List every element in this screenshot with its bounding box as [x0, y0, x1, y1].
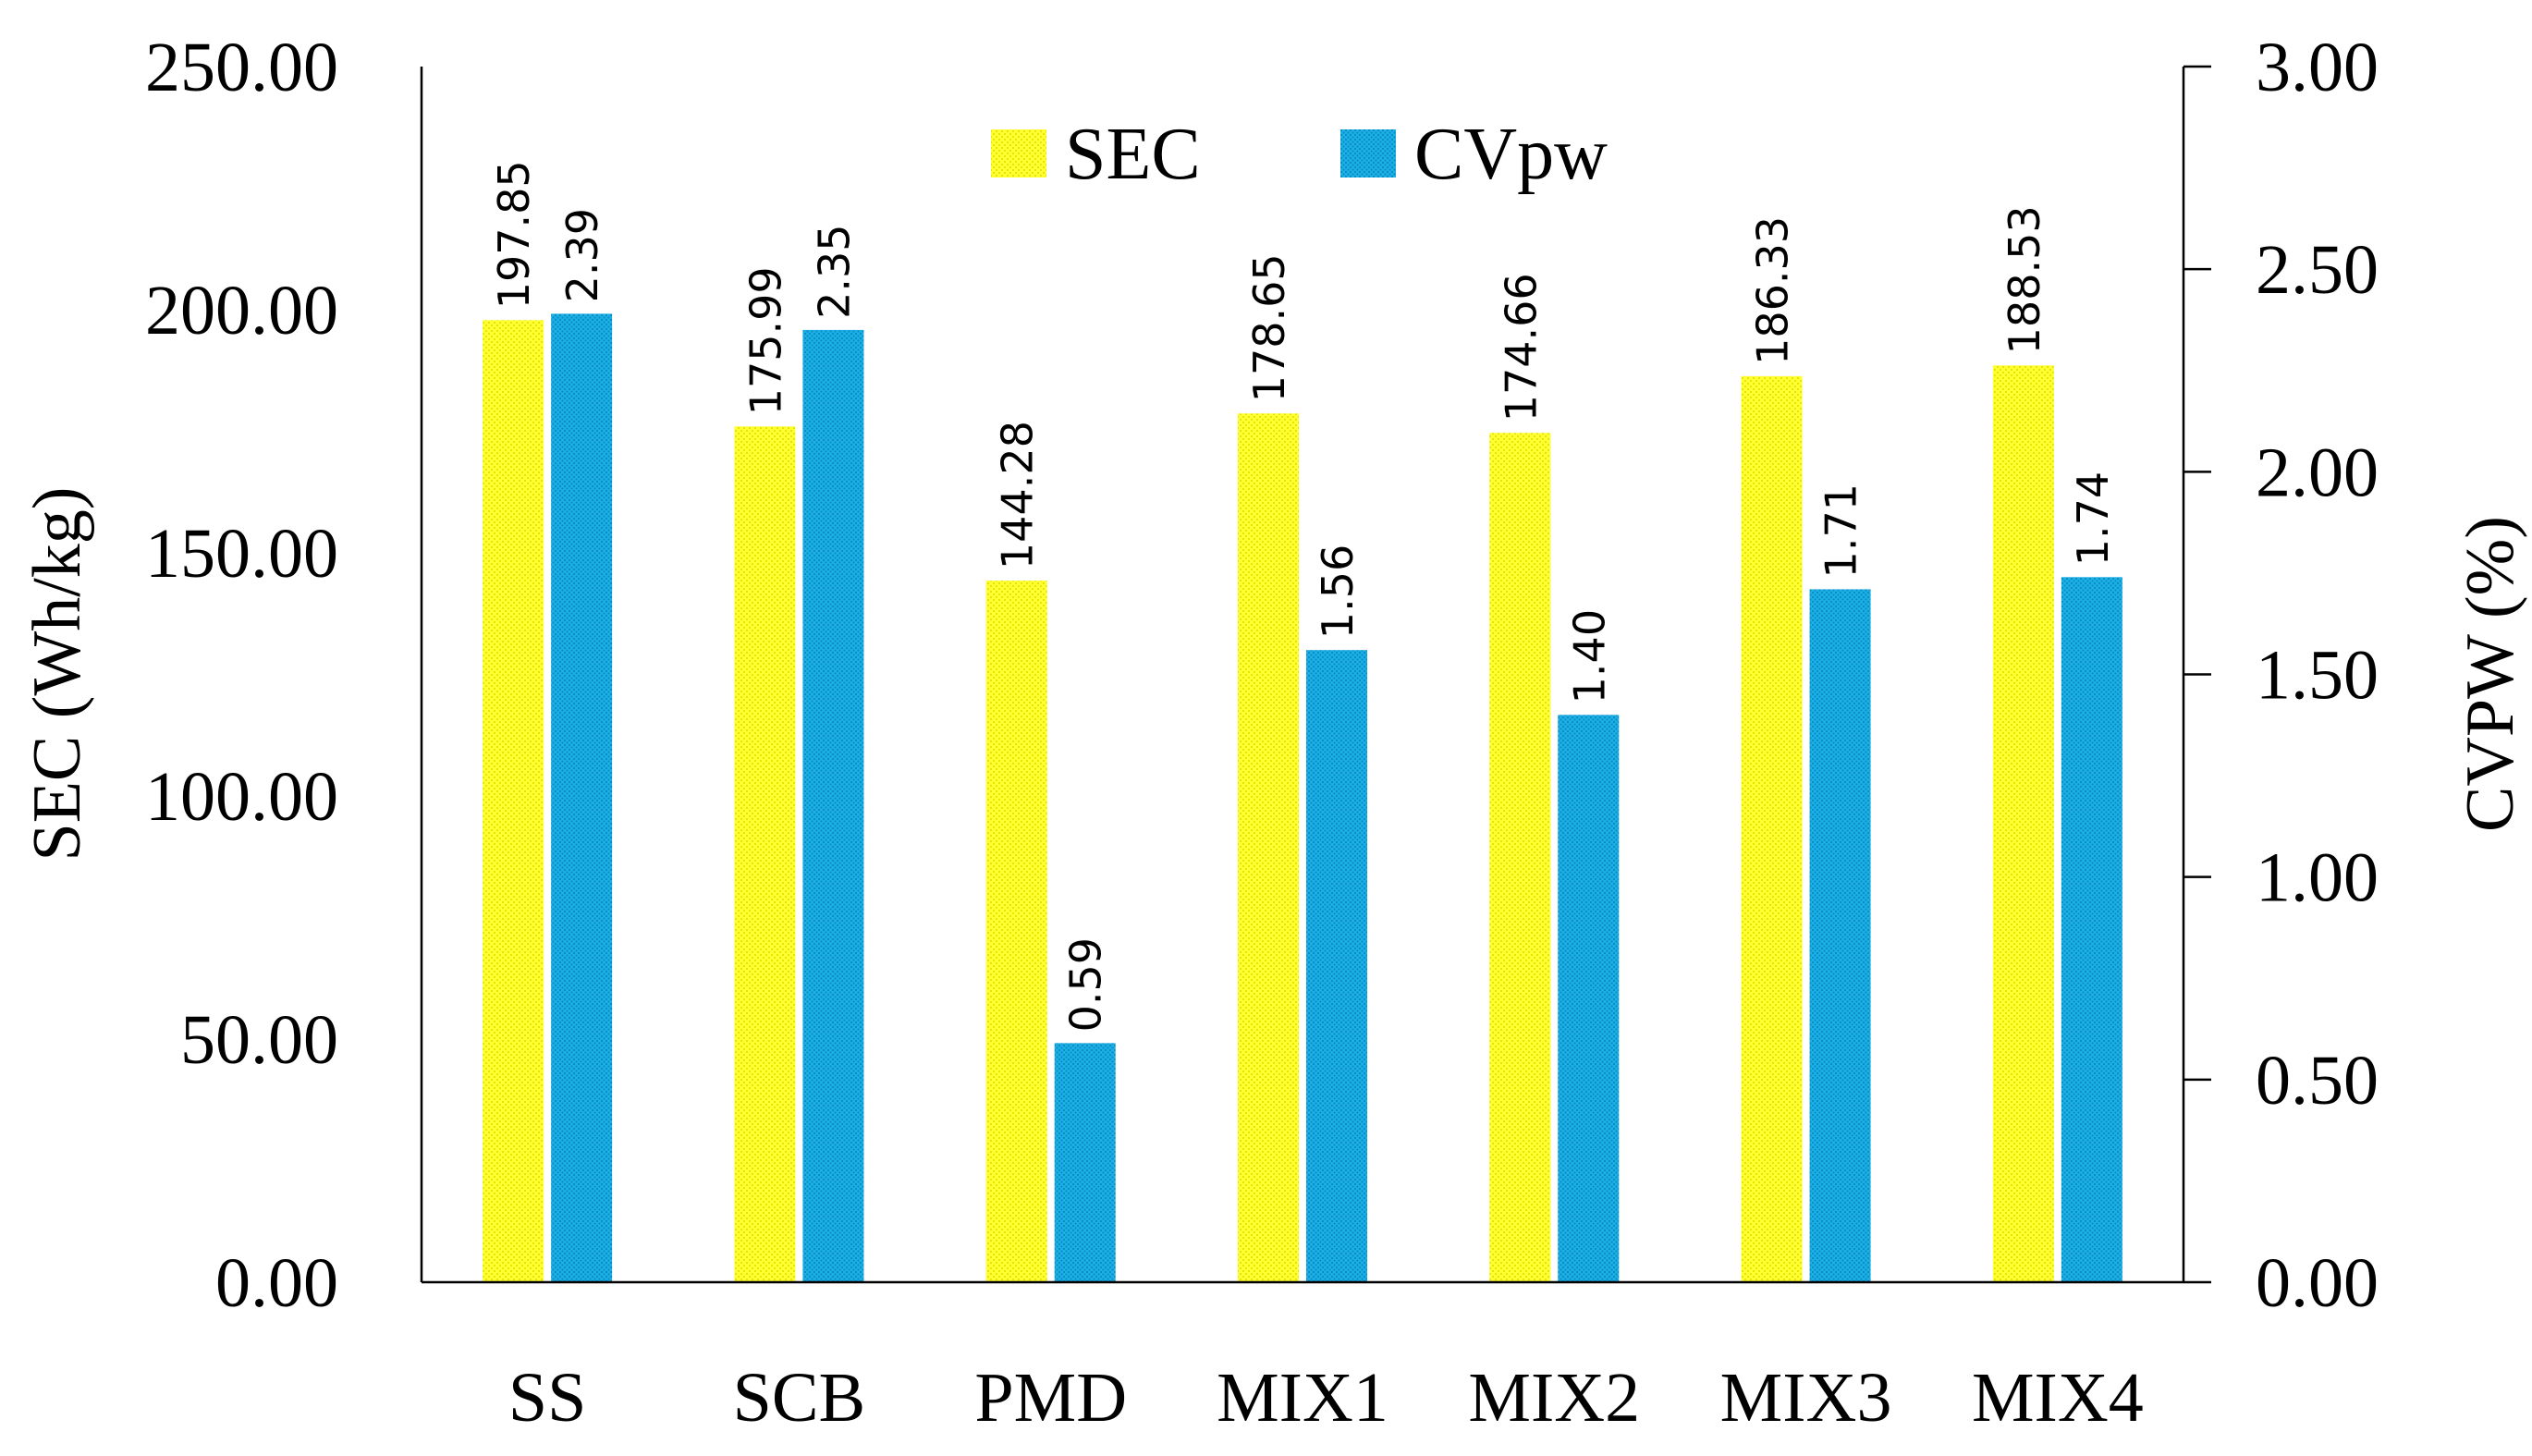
data-label-sec-scb: 175.99 [740, 266, 790, 415]
legend-swatch-cvpw [1340, 129, 1396, 177]
bar-cvpw-mix4 [2061, 577, 2122, 1282]
data-label-sec-ss: 197.85 [489, 160, 539, 309]
data-label-sec-mix1: 178.65 [1244, 253, 1294, 402]
y2-axis-title: CVPW (%) [2452, 516, 2528, 832]
left-tick-labels: 0.00 50.00 100.00 150.00 200.00 250.00 [145, 29, 338, 1322]
bar-sec-mix1 [1238, 413, 1299, 1282]
legend-label-sec: SEC [1065, 114, 1201, 195]
data-label-sec-pmd: 144.28 [993, 421, 1043, 569]
y-axis-title: SEC (Wh/kg) [19, 487, 95, 862]
data-label-cvpw-mix1: 1.56 [1313, 544, 1363, 639]
bar-sec-mix4 [1992, 365, 2054, 1282]
left-tick-label-3: 150.00 [145, 515, 338, 593]
x-tick-label-mix1: MIX1 [1217, 1359, 1388, 1437]
x-tick-label-mix3: MIX3 [1720, 1359, 1892, 1437]
legend-label-cvpw: CVpw [1414, 114, 1608, 195]
bar-labels-layer: 197.85 2.39 175.99 2.35 144.28 0.59 178.65 1.56… [489, 160, 2118, 1032]
right-tick-label-0: 0.00 [2256, 1244, 2379, 1322]
x-tick-label-mix2: MIX2 [1468, 1359, 1640, 1437]
data-label-sec-mix2: 174.66 [1496, 273, 1546, 422]
right-tick-label-4: 2.00 [2256, 434, 2379, 511]
x-tick-label-mix4: MIX4 [1972, 1359, 2144, 1437]
x-tick-label-ss: SS [508, 1359, 587, 1437]
left-tick-label-0: 0.00 [215, 1244, 338, 1322]
data-label-cvpw-pmd: 0.59 [1061, 937, 1111, 1032]
bar-cvpw-mix2 [1558, 715, 1620, 1282]
bar-cvpw-ss [551, 313, 613, 1283]
bar-cvpw-pmd [1054, 1043, 1116, 1282]
left-tick-label-2: 100.00 [145, 758, 338, 836]
left-tick-label-1: 50.00 [180, 1001, 338, 1079]
bar-sec-mix2 [1489, 433, 1551, 1282]
data-label-cvpw-scb: 2.35 [809, 224, 859, 318]
bar-sec-ss [483, 320, 544, 1283]
right-tick-label-5: 2.50 [2256, 231, 2379, 309]
data-label-cvpw-mix2: 1.40 [1564, 609, 1614, 704]
x-tick-label-pmd: PMD [974, 1359, 1127, 1437]
data-label-cvpw-mix4: 1.74 [2068, 471, 2118, 566]
right-tick-labels: 0.00 0.50 1.00 1.50 2.00 2.50 3.00 [2256, 29, 2379, 1322]
x-tick-label-scb: SCB [733, 1359, 866, 1437]
right-tick-label-2: 1.00 [2256, 839, 2379, 917]
legend-swatch-sec [991, 129, 1046, 177]
bars-layer [483, 313, 2122, 1283]
bar-cvpw-scb [802, 329, 864, 1283]
left-tick-label-5: 250.00 [145, 29, 338, 106]
left-tick-label-4: 200.00 [145, 272, 338, 349]
bar-sec-scb [734, 426, 796, 1282]
data-label-cvpw-mix3: 1.71 [1816, 483, 1866, 578]
x-tick-labels: SS SCB PMD MIX1 MIX2 MIX3 MIX4 [508, 1359, 2144, 1437]
axes-layer [420, 65, 2211, 1284]
bar-sec-pmd [985, 581, 1047, 1282]
bar-sec-mix3 [1741, 375, 1803, 1283]
bar-cvpw-mix3 [1809, 589, 1871, 1282]
data-label-sec-mix4: 188.53 [2000, 205, 2049, 354]
data-label-cvpw-ss: 2.39 [557, 208, 607, 302]
data-label-sec-mix3: 186.33 [1748, 216, 1798, 365]
legend: SEC CVpw [991, 114, 1608, 195]
right-tick-label-1: 0.50 [2256, 1042, 2379, 1120]
right-tick-label-3: 1.50 [2256, 637, 2379, 715]
bar-cvpw-mix1 [1306, 650, 1367, 1282]
right-tick-label-6: 3.00 [2256, 29, 2379, 106]
